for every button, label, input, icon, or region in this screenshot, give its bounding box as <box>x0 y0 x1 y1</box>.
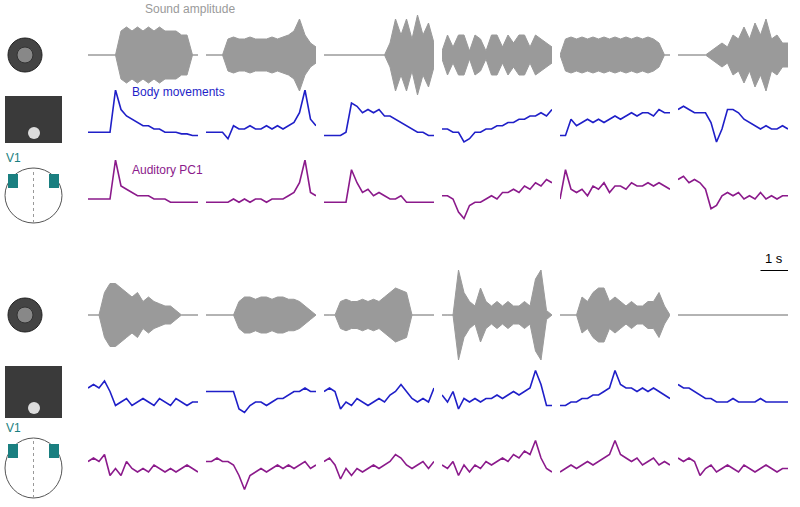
svg-text:1 s: 1 s <box>765 251 783 266</box>
svg-text:V1: V1 <box>6 151 21 165</box>
svg-text:V1: V1 <box>6 421 21 435</box>
svg-text:Body movements: Body movements <box>132 85 225 99</box>
svg-text:Sound amplitude: Sound amplitude <box>145 2 235 16</box>
svg-text:Auditory PC1: Auditory PC1 <box>132 163 203 177</box>
